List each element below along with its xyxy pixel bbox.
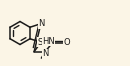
Text: O: O: [63, 38, 70, 47]
Text: N: N: [38, 19, 45, 28]
Text: HN: HN: [42, 37, 55, 46]
Text: N: N: [42, 49, 48, 58]
Text: S: S: [38, 38, 43, 47]
